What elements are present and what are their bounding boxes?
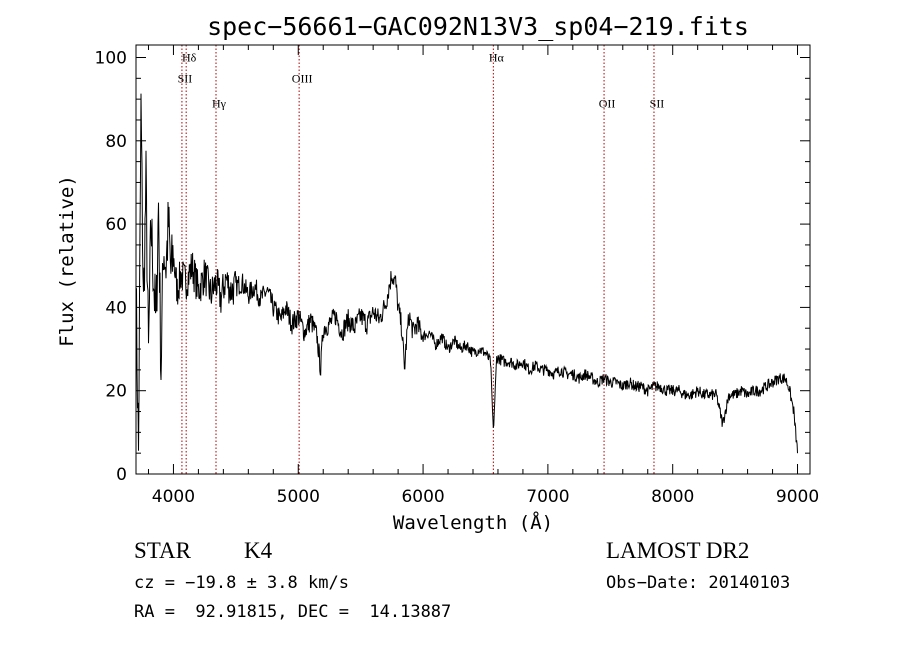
x-tick-label: 4000 [152,487,195,507]
emission-line-label-1: Hδ [182,51,197,65]
y-tick-label: 0 [116,465,127,485]
object-subclass: K4 [244,538,273,563]
emission-line-label-6: SII [650,96,665,110]
emission-line-label-0: SII [178,71,193,85]
y-tick-label: 100 [95,48,127,68]
spectrum-line [135,93,798,454]
plot-frame [135,44,811,475]
x-tick-label: 9000 [776,487,819,507]
chart-title: spec−56661−GAC092N13V3_sp04−219.fits [207,12,749,41]
y-tick-label: 80 [105,132,127,152]
y-axis-ticks: 0 20 40 60 80 100 [95,48,810,485]
coordinates-text: RA = 92.91815, DEC = 14.13887 [134,602,452,622]
y-axis-label: Flux (relative) [56,175,78,347]
y-tick-label: 40 [105,298,127,318]
obs-date-text: Obs−Date: 20140103 [606,573,791,593]
emission-line-label-3: OIII [292,71,313,85]
emission-line-label-2: Hγ [212,96,227,110]
object-class: STAR [134,538,191,563]
y-tick-label: 20 [105,382,127,402]
x-axis-ticks: 4000 5000 6000 7000 8000 9000 [147,45,819,507]
emission-lines [181,45,655,474]
x-tick-label: 7000 [526,487,569,507]
x-tick-label: 6000 [401,487,444,507]
emission-line-label-4: Hα [489,51,505,65]
emission-line-label-5: OII [599,96,616,110]
y-tick-label: 60 [105,215,127,235]
x-tick-label: 5000 [277,487,320,507]
survey-name: LAMOST DR2 [606,538,750,563]
emission-line-labels: SII Hδ Hγ OIII Hα OII SII [178,51,665,111]
x-tick-label: 8000 [651,487,694,507]
redshift-text: cz = −19.8 ± 3.8 km/s [134,573,349,593]
x-axis-label: Wavelength (Å) [393,511,553,534]
